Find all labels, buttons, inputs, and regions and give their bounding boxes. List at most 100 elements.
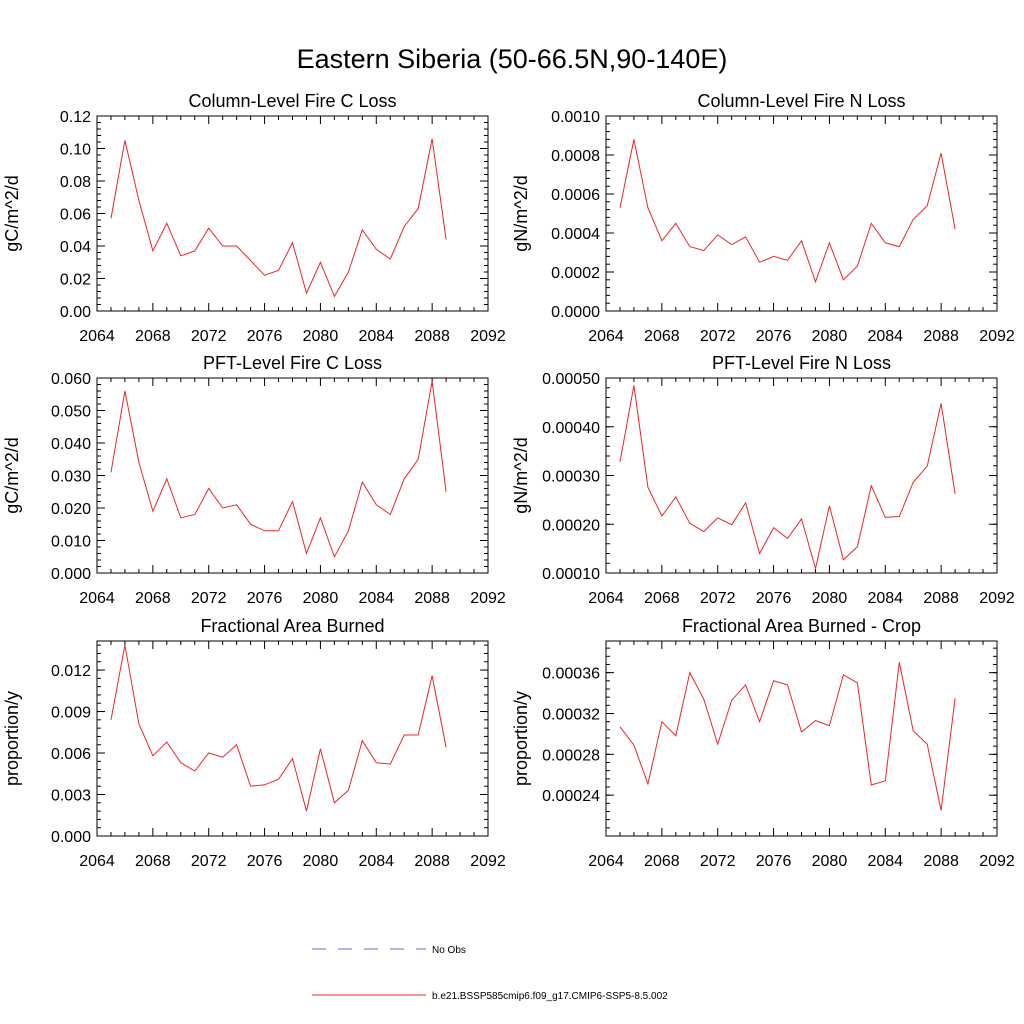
x-tick-label: 2092 — [979, 590, 1015, 607]
x-tick-label: 2072 — [191, 328, 227, 345]
x-tick-label: 2088 — [414, 590, 450, 607]
x-tick-label: 2092 — [470, 853, 506, 870]
legend: No Obs b.e21.BSSP585cmip6.f09_g17.CMIP6-… — [312, 945, 668, 1002]
panel-title: Fractional Area Burned - Crop — [682, 616, 921, 636]
y-tick-label: 0.006 — [51, 746, 91, 763]
panel-5: Fractional Area Burned proportion/y 2064 20… — [2, 616, 506, 870]
series-line — [110, 645, 447, 812]
plot-frame — [605, 377, 998, 574]
y-tick-label: 0.000 — [51, 829, 91, 846]
plot-frame — [96, 115, 489, 312]
y-tick-label: 0.00032 — [542, 706, 600, 723]
y-tick-label: 0.00024 — [542, 788, 600, 805]
panel-title: Column-Level Fire N Loss — [697, 91, 905, 111]
x-tick-label: 2092 — [470, 328, 506, 345]
x-tick-label: 2084 — [358, 590, 394, 607]
x-tick-label: 2072 — [191, 853, 227, 870]
chart-panels: Column-Level Fire C Loss gC/m^2/d 2064 2068… — [2, 91, 1015, 870]
y-tick-label: 0.00036 — [542, 666, 600, 683]
figure-title: Eastern Siberia (50-66.5N,90-140E) — [297, 44, 728, 74]
x-tick-label: 2072 — [700, 590, 736, 607]
series-line — [110, 138, 447, 298]
series-line — [110, 381, 447, 559]
y-tick-label: 0.00028 — [542, 747, 600, 764]
plot-frame — [605, 640, 998, 837]
y-tick-label: 0.00040 — [542, 420, 600, 437]
y-tick-label: 0.08 — [60, 174, 91, 191]
y-tick-label: 0.06 — [60, 207, 91, 224]
y-tick-label: 0.00050 — [542, 371, 600, 388]
panel-6: Fractional Area Burned - Crop proportion/… — [511, 616, 1015, 870]
x-tick-label: 2080 — [812, 853, 848, 870]
x-tick-label: 2084 — [867, 853, 903, 870]
x-tick-label: 2084 — [867, 590, 903, 607]
x-tick-label: 2072 — [700, 328, 736, 345]
x-tick-label: 2068 — [644, 328, 680, 345]
y-tick-label: 0.0004 — [551, 226, 600, 243]
x-tick-label: 2088 — [923, 590, 959, 607]
y-tick-label: 0.0006 — [551, 187, 600, 204]
y-tick-label: 0.020 — [51, 501, 91, 518]
series-line — [619, 139, 956, 284]
y-tick-label: 0.003 — [51, 788, 91, 805]
panel-2: Column-Level Fire N Loss gN/m^2/d 2064 2068… — [511, 91, 1015, 345]
y-tick-label: 0.030 — [51, 469, 91, 486]
x-tick-label: 2080 — [812, 590, 848, 607]
y-axis-label: gC/m^2/d — [2, 175, 22, 251]
x-tick-label: 2092 — [979, 853, 1015, 870]
y-tick-label: 0.040 — [51, 436, 91, 453]
y-tick-label: 0.0002 — [551, 265, 600, 282]
y-tick-label: 0.00 — [60, 304, 91, 321]
y-tick-label: 0.010 — [51, 534, 91, 551]
x-tick-label: 2092 — [470, 590, 506, 607]
x-tick-label: 2064 — [588, 590, 624, 607]
plot-frame — [96, 640, 489, 837]
x-tick-label: 2088 — [923, 853, 959, 870]
y-tick-label: 0.050 — [51, 404, 91, 421]
x-tick-label: 2088 — [414, 328, 450, 345]
panel-title: Fractional Area Burned — [200, 616, 384, 636]
x-tick-label: 2088 — [923, 328, 959, 345]
x-tick-label: 2084 — [358, 328, 394, 345]
panel-title: PFT-Level Fire C Loss — [203, 353, 382, 373]
x-tick-label: 2068 — [135, 590, 171, 607]
y-tick-label: 0.012 — [51, 663, 91, 680]
y-axis-label: gN/m^2/d — [511, 437, 531, 513]
x-tick-label: 2068 — [135, 853, 171, 870]
series-line — [619, 662, 956, 811]
y-tick-label: 0.10 — [60, 142, 91, 159]
x-tick-label: 2064 — [79, 328, 115, 345]
x-tick-label: 2068 — [644, 853, 680, 870]
x-tick-label: 2064 — [588, 328, 624, 345]
x-tick-label: 2072 — [700, 853, 736, 870]
legend-obs-label: No Obs — [432, 945, 466, 956]
legend-model-label: b.e21.BSSP585cmip6.f09_g17.CMIP6-SSP5-8.… — [432, 991, 668, 1002]
y-tick-label: 0.02 — [60, 272, 91, 289]
x-tick-label: 2080 — [812, 328, 848, 345]
x-tick-label: 2076 — [756, 853, 792, 870]
y-tick-label: 0.0008 — [551, 148, 600, 165]
y-tick-label: 0.12 — [60, 109, 91, 126]
panel-title: Column-Level Fire C Loss — [188, 91, 396, 111]
x-tick-label: 2076 — [756, 328, 792, 345]
y-tick-label: 0.00030 — [542, 469, 600, 486]
x-tick-label: 2084 — [358, 853, 394, 870]
x-tick-label: 2080 — [303, 853, 339, 870]
panel-3: PFT-Level Fire C Loss gC/m^2/d 2064 2068 207… — [2, 353, 506, 607]
y-axis-label: proportion/y — [2, 691, 22, 786]
series-line — [619, 385, 956, 569]
y-axis-label: gC/m^2/d — [2, 437, 22, 513]
panel-4: PFT-Level Fire N Loss gN/m^2/d 2064 2068 207… — [511, 353, 1015, 607]
x-tick-label: 2068 — [644, 590, 680, 607]
plot-frame — [605, 115, 998, 312]
y-tick-label: 0.00020 — [542, 517, 600, 534]
x-tick-label: 2088 — [414, 853, 450, 870]
panel-1: Column-Level Fire C Loss gC/m^2/d 2064 2068… — [2, 91, 506, 345]
y-tick-label: 0.009 — [51, 705, 91, 722]
x-tick-label: 2064 — [588, 853, 624, 870]
y-tick-label: 0.000 — [51, 566, 91, 583]
x-tick-label: 2072 — [191, 590, 227, 607]
y-tick-label: 0.060 — [51, 371, 91, 388]
y-tick-label: 0.04 — [60, 239, 91, 256]
